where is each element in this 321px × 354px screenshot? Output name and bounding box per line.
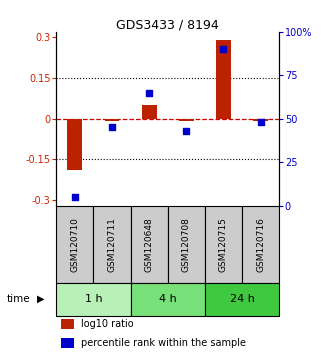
Bar [205,283,279,315]
Point [72,194,77,200]
Bar [61,319,74,330]
Text: GSM120648: GSM120648 [145,217,154,272]
Text: GSM120715: GSM120715 [219,217,228,272]
Text: percentile rank within the sample: percentile rank within the sample [81,338,246,348]
Bar [93,206,131,283]
Title: GDS3433 / 8194: GDS3433 / 8194 [116,19,219,32]
Point [221,46,226,52]
Text: 4 h: 4 h [159,294,177,304]
Point [109,125,115,130]
Point [147,90,152,96]
Bar [56,206,93,283]
Text: time: time [6,294,30,304]
Bar [168,206,205,283]
Text: ▶: ▶ [37,294,44,304]
Point [258,119,263,125]
Point [184,128,189,134]
Bar [205,206,242,283]
Text: GSM120708: GSM120708 [182,217,191,272]
Bar [61,338,74,348]
Text: GSM120711: GSM120711 [108,217,117,272]
Bar [179,119,194,121]
Bar [253,119,268,121]
Bar [142,105,157,119]
Bar [216,40,231,119]
Bar [242,206,279,283]
Bar [105,119,119,121]
Text: log10 ratio: log10 ratio [81,319,133,329]
Bar [131,283,205,315]
Text: 1 h: 1 h [84,294,102,304]
Bar [56,283,131,315]
Bar [67,119,82,170]
Bar [131,206,168,283]
Text: GSM120716: GSM120716 [256,217,265,272]
Text: 24 h: 24 h [230,294,255,304]
Text: GSM120710: GSM120710 [70,217,79,272]
